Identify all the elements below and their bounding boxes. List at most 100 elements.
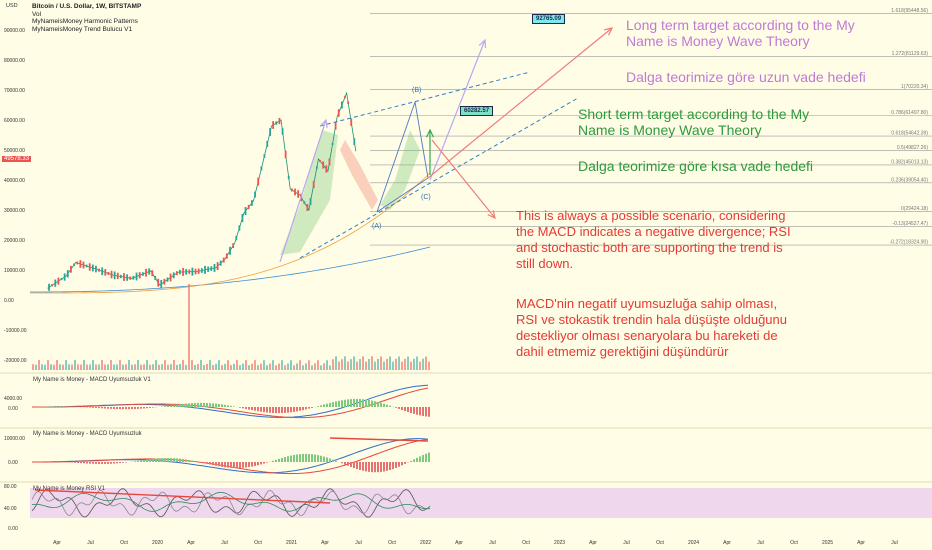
volume-bar: [305, 363, 307, 370]
macd2-histogram: [335, 460, 337, 462]
candle: [70, 265, 72, 273]
macd2-histogram: [275, 459, 277, 462]
macd2-histogram: [122, 462, 124, 463]
macd1-histogram: [212, 403, 214, 407]
volume-bar: [188, 284, 190, 370]
volume-bar: [185, 364, 187, 370]
target-tag-long[interactable]: 92765.09: [532, 14, 566, 24]
macd1-histogram: [263, 407, 265, 413]
macd1-histogram: [284, 407, 286, 413]
candle: [169, 273, 172, 282]
candle: [344, 95, 346, 99]
indicator-harmonic[interactable]: MyNameisMoney Harmonic Patterns: [32, 18, 138, 25]
macd2-histogram: [80, 462, 82, 464]
rsi-title[interactable]: My Name is Money RSI V1: [33, 486, 106, 492]
candle: [319, 159, 321, 163]
candle: [88, 263, 91, 271]
candle: [113, 271, 116, 280]
macd1-histogram: [293, 407, 295, 412]
macd1-histogram: [407, 407, 409, 413]
macd2-histogram: [395, 462, 397, 468]
macd2-histogram: [419, 456, 421, 462]
candle: [123, 273, 125, 281]
macd2-histogram: [284, 457, 286, 462]
rsi-axis: 0.00: [8, 526, 18, 532]
candle: [290, 188, 293, 192]
symbol-title[interactable]: Bitcoin / U.S. Dollar, 1W, BITSTAMP: [32, 3, 142, 10]
volume-bar: [365, 361, 367, 370]
volume-bar: [395, 358, 397, 370]
volume-bar: [65, 360, 67, 370]
macd1-histogram: [167, 405, 169, 407]
target-tag-short[interactable]: 60282.57: [460, 106, 494, 116]
macd1-histogram: [173, 404, 175, 407]
macd1-histogram: [110, 407, 112, 409]
macd2-histogram: [212, 462, 214, 466]
macd1-histogram: [269, 407, 271, 413]
x-tick-label: Apr: [589, 540, 597, 546]
macd2-histogram: [305, 453, 307, 462]
macd1-histogram: [275, 407, 277, 414]
x-tick-label: 2024: [688, 540, 699, 546]
rsi-divergence: [34, 489, 331, 504]
volume-bar: [131, 364, 133, 370]
macd1-histogram: [266, 407, 268, 413]
pattern-label-a: (A): [372, 223, 381, 230]
macd2-histogram: [389, 462, 391, 471]
macd2-histogram: [359, 462, 361, 470]
candle: [257, 177, 260, 186]
macd1-histogram: [137, 407, 139, 409]
macd2-histogram: [386, 462, 388, 471]
candle: [235, 235, 238, 241]
macd1-histogram: [296, 407, 298, 412]
candle: [312, 180, 315, 189]
indicator-trend[interactable]: MyNameisMoney Trend Bulucu V1: [32, 25, 133, 33]
fib-label: 0.236(39054.40): [891, 177, 928, 183]
macd2-histogram: [203, 462, 205, 464]
macd1-histogram: [113, 407, 115, 409]
fib-label: -0.13(24527.47): [892, 221, 928, 227]
macd1-histogram: [107, 407, 109, 409]
macd2-histogram: [176, 458, 178, 462]
candle: [241, 214, 244, 222]
x-tick-label: Apr: [723, 540, 731, 546]
volume-bar: [248, 365, 250, 370]
macd1-histogram: [188, 403, 190, 407]
volume-bar: [86, 364, 88, 370]
volume-bar: [350, 359, 352, 370]
macd2-histogram: [188, 459, 190, 462]
indicator-vol[interactable]: Vol: [32, 10, 42, 18]
volume-bar: [242, 363, 244, 370]
fib-label: 1.272(81129.63): [892, 51, 929, 57]
volume-bar: [110, 360, 112, 370]
volume-bar: [404, 358, 406, 370]
volume-bar: [221, 365, 223, 370]
volume-bar: [278, 363, 280, 370]
macd2-title[interactable]: My Name is Money - MACD Uyumsuzluk: [33, 431, 142, 437]
candle: [160, 279, 163, 288]
volume-bar: [152, 364, 154, 370]
macd1-title[interactable]: My Name is Money - MACD Uyumsuzluk V1: [33, 377, 151, 383]
macd1-histogram: [332, 402, 334, 407]
macd2-histogram: [86, 462, 88, 464]
volume-bar: [113, 364, 115, 370]
price-axis-label: 60000.00: [4, 118, 25, 124]
candle: [119, 274, 122, 279]
macd2-histogram: [377, 462, 379, 473]
stoch-line-2: [31, 489, 431, 516]
macd2-histogram: [398, 462, 400, 467]
stoch-line-1: [31, 488, 431, 518]
x-tick-label: Oct: [656, 540, 664, 546]
volume-bar: [359, 359, 361, 370]
volume-bar: [374, 361, 376, 370]
candle: [266, 140, 269, 148]
ma-blue: [29, 246, 431, 293]
candle: [325, 165, 328, 173]
candle: [129, 276, 132, 280]
candle: [66, 270, 69, 278]
macd1-histogram: [194, 402, 196, 407]
rsi-line: [31, 491, 431, 512]
arrow-down-scenario: [431, 139, 496, 219]
macd1-histogram: [287, 407, 289, 413]
